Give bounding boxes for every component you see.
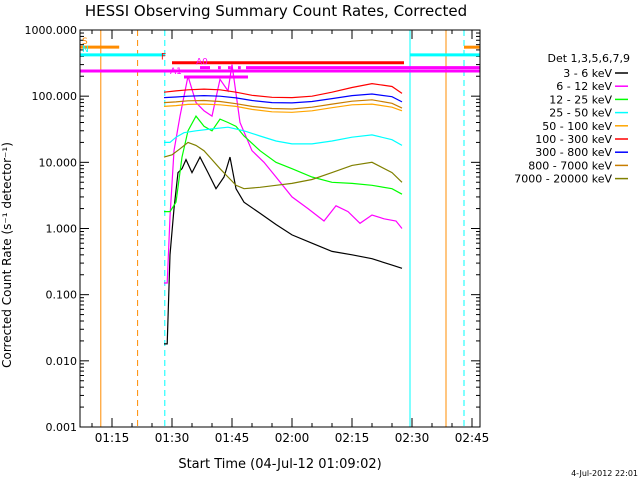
y-tick-label: 100.000 [32,90,78,103]
legend-entry-label: 12 - 25 keV [549,93,612,106]
series-line [163,103,403,113]
chart-title: HESSI Observing Summary Count Rates, Cor… [85,2,467,20]
series-line [163,99,403,110]
flag-bar-label: F [161,53,166,63]
y-tick-label: 10.000 [39,156,78,169]
legend-entry-label: 300 - 800 keV [535,146,612,159]
plot-frame [79,29,481,428]
observing-flags: SN F A0 A1 [80,30,480,427]
series-line [164,64,403,284]
timestamp: 4-Jul-2012 22:01 [571,469,638,478]
y-tick-label: 0.001 [46,421,78,434]
x-axis-label: Start Time (04-Jul-12 01:09:02) [178,457,381,472]
series-line [164,155,403,345]
y-tick-label: 0.010 [46,355,78,368]
legend-entry-label: 3 - 6 keV [563,67,612,80]
x-tick-label: 02:00 [275,431,310,445]
legend-title: Det 1,3,5,6,7,9 [547,52,630,65]
flag-bar-label: A0 [196,58,208,68]
series-line [164,126,403,146]
y-tick-label: 0.100 [46,289,78,302]
legend-entry-label: 100 - 300 keV [535,133,612,146]
series-line [163,93,403,104]
x-tick-label: 02:45 [455,431,490,445]
flag-bar-label: A1 [170,67,182,77]
x-tick-label: 01:45 [215,431,250,445]
x-tick-label: 02:30 [395,431,430,445]
series-group [163,64,403,345]
legend-entry-label: 50 - 100 keV [542,120,612,133]
x-tick-label: 02:15 [335,431,370,445]
series-line [163,82,403,99]
legend-entry-label: 800 - 7000 keV [528,159,612,172]
x-tick-label: 01:15 [95,431,130,445]
x-tick-label: 01:30 [155,431,190,445]
y-tick-label: 1.000 [46,223,78,236]
legend-entry-label: 6 - 12 keV [556,80,612,93]
y-tick-label: 1000.000 [25,24,78,37]
series-line [164,115,403,213]
y-axis-label: Corrected Count Rate (s⁻¹ detector⁻¹) [0,142,14,368]
flag-bar-label: N [82,45,89,55]
legend-entry-label: 25 - 50 keV [549,107,612,120]
axes: 1000.000 100.000 10.000 1.000 0.100 0.010 0.00… [25,24,490,445]
series-line [163,141,403,190]
legend-entry-label: 7000 - 20000 keV [514,173,612,186]
flag-bar-label: S [82,37,88,47]
